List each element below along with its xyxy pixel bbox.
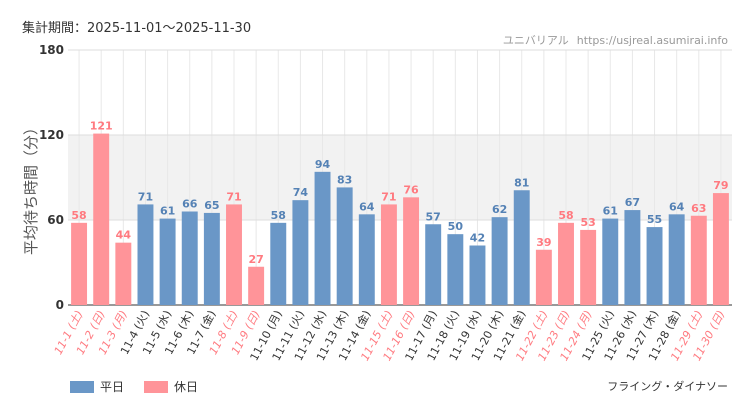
bar (336, 187, 353, 305)
bar (203, 212, 220, 305)
bar (535, 249, 552, 305)
legend: 平日 休日 (70, 378, 218, 395)
bar-value-label: 71 (226, 190, 241, 203)
bar-value-label: 58 (558, 209, 573, 222)
bar-value-label: 57 (426, 210, 441, 223)
grid-band (68, 135, 732, 220)
bar (580, 229, 597, 305)
bar (668, 214, 685, 305)
bar-value-label: 81 (514, 176, 529, 189)
legend-holiday-swatch (144, 380, 169, 393)
y-tick-label: 0 (56, 298, 64, 312)
bar-value-label: 79 (713, 179, 728, 192)
bar (358, 214, 375, 305)
bar (624, 210, 641, 305)
bar (314, 171, 331, 305)
bar (425, 224, 442, 305)
y-axis-title: 平均待ち時間（分） (22, 120, 40, 255)
period-label: 集計期間：2025-11-01～2025-11-30 (22, 21, 252, 36)
bar-value-label: 58 (71, 209, 86, 222)
bar (469, 245, 486, 305)
site-credit: ユニバリアル https://usjreal.asumirai.info (503, 32, 728, 48)
bar-value-label: 76 (403, 183, 419, 196)
bar (491, 217, 508, 305)
bar-value-label: 71 (381, 190, 396, 203)
bar (403, 197, 420, 305)
bar (513, 190, 530, 305)
bar (248, 266, 265, 305)
bar (380, 204, 397, 305)
site-name: ユニバリアル (502, 34, 569, 47)
bar (270, 222, 287, 305)
attraction-name: フライング・ダイナソー (607, 380, 728, 393)
legend-holiday-label: 休日 (174, 380, 199, 394)
bar-value-label: 83 (337, 173, 352, 186)
bar (690, 215, 707, 305)
bar-value-label: 50 (448, 220, 464, 233)
bar (137, 204, 154, 305)
bar (558, 222, 574, 305)
legend-weekday-swatch (70, 380, 94, 393)
bar-value-label: 27 (248, 253, 263, 266)
bar-value-label: 71 (138, 190, 153, 203)
bar-value-label: 53 (580, 216, 595, 229)
bar-value-label: 42 (470, 232, 485, 245)
bar (159, 218, 176, 305)
y-tick-label: 120 (39, 128, 64, 142)
bar-value-label: 44 (116, 229, 132, 242)
bar-value-label: 61 (603, 205, 618, 218)
bar-value-label: 64 (669, 200, 685, 213)
legend-weekday[interactable]: 平日 (70, 378, 124, 395)
bar-value-label: 121 (90, 120, 113, 133)
bar (602, 218, 619, 305)
bar-value-label: 61 (160, 205, 175, 218)
bar (292, 200, 309, 305)
bar-value-label: 65 (204, 199, 219, 212)
y-tick-label: 180 (39, 43, 64, 57)
bar (93, 133, 110, 305)
bar-value-label: 58 (271, 209, 286, 222)
y-tick-label: 60 (47, 213, 64, 227)
bar (226, 204, 242, 305)
bar-value-label: 62 (492, 203, 507, 216)
bar (712, 193, 729, 305)
bar (646, 227, 663, 305)
bar-value-label: 55 (647, 213, 662, 226)
bar-value-label: 39 (536, 236, 551, 249)
bar (447, 234, 464, 305)
bar (115, 242, 132, 305)
bar-value-label: 64 (359, 200, 375, 213)
bar (71, 222, 88, 305)
legend-holiday[interactable]: 休日 (144, 378, 198, 395)
bar (181, 211, 198, 305)
bar-value-label: 94 (315, 158, 331, 171)
bar-value-label: 63 (691, 202, 706, 215)
bar-value-label: 66 (182, 198, 198, 211)
bar-value-label: 74 (293, 186, 309, 199)
bar-value-label: 67 (625, 196, 640, 209)
legend-weekday-label: 平日 (100, 380, 125, 394)
site-url: https://usjreal.asumirai.info (576, 34, 728, 47)
